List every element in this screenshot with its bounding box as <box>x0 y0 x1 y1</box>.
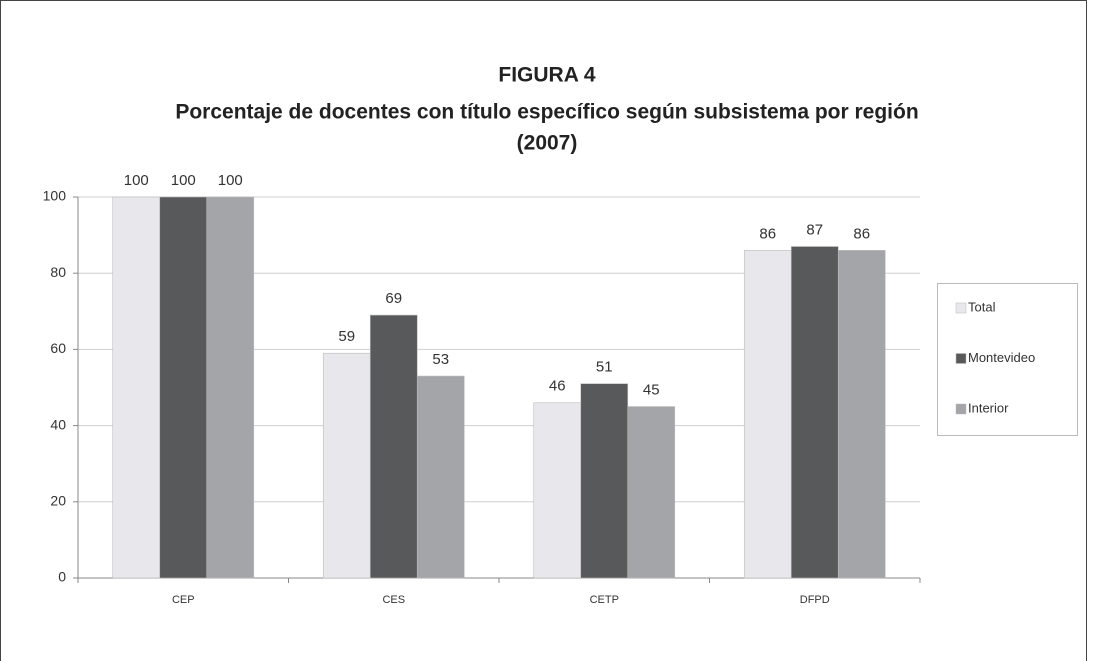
bar <box>159 196 208 579</box>
bar <box>580 383 629 579</box>
bar <box>369 314 418 579</box>
x-tick-label: CES <box>382 594 405 606</box>
value-label: 100 <box>218 172 243 189</box>
legend-swatch <box>955 302 967 314</box>
x-tick-label: CEP <box>172 594 195 606</box>
chart-title: Porcentaje de docentes con título especí… <box>175 101 918 124</box>
legend-label: Interior <box>968 400 1009 415</box>
y-tick-label: 60 <box>50 340 66 356</box>
legend-swatch <box>955 353 967 364</box>
y-tick-label: 40 <box>50 416 66 432</box>
value-label: 86 <box>853 225 870 242</box>
bar <box>533 402 582 579</box>
bar <box>837 250 886 579</box>
value-label: 46 <box>549 378 566 395</box>
y-tick-label: 20 <box>50 493 66 509</box>
value-label: 87 <box>806 221 823 238</box>
legend-swatch <box>955 403 967 415</box>
chart-title: FIGURA 4 <box>498 64 596 87</box>
bar <box>206 196 255 579</box>
legend-label: Montevideo <box>968 350 1035 365</box>
value-label: 69 <box>385 290 402 307</box>
value-label: 51 <box>596 359 613 376</box>
value-label: 100 <box>124 172 149 189</box>
legend-label: Total <box>968 299 996 314</box>
x-tick-label: CETP <box>590 594 619 606</box>
bar <box>112 196 161 579</box>
y-tick-label: 100 <box>43 188 67 204</box>
bar <box>627 406 676 579</box>
y-tick-label: 0 <box>58 569 66 585</box>
value-label: 53 <box>432 351 449 368</box>
bar <box>790 246 839 579</box>
value-label: 45 <box>643 382 660 399</box>
x-tick-label: DFPD <box>800 594 830 606</box>
bar <box>743 250 792 579</box>
value-label: 59 <box>338 328 355 345</box>
chart-title: (2007) <box>517 132 578 155</box>
value-label: 100 <box>171 172 196 189</box>
bar <box>322 352 371 579</box>
bar <box>416 375 465 579</box>
y-tick-label: 80 <box>50 264 66 280</box>
value-label: 86 <box>759 225 776 242</box>
